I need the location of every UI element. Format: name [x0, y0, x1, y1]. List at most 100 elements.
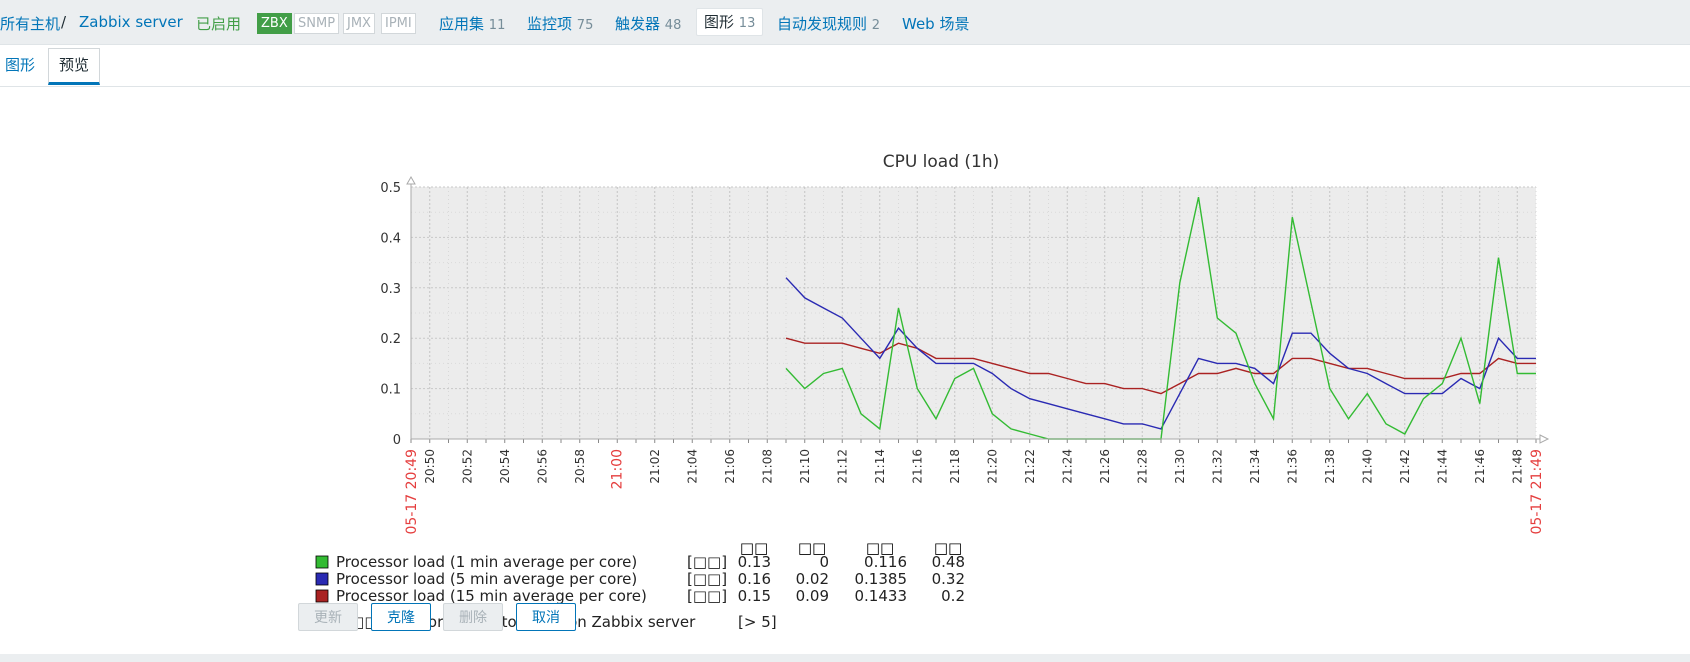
update-button[interactable]: 更新 — [298, 603, 358, 631]
x-tick-label: 21:36 — [1285, 449, 1299, 484]
tab-preview[interactable]: 预览 — [48, 48, 101, 85]
legend-name-2: Processor load (5 min average per core) — [336, 570, 637, 588]
nav-discovery-rules[interactable]: 自动发现规则 2 — [777, 13, 880, 34]
x-tick-label: 21:28 — [1135, 449, 1149, 484]
y-axis-ticks: 0 0.1 0.2 0.3 0.4 0.5 — [380, 181, 401, 448]
trigger-threshold: [> 5] — [738, 613, 777, 631]
legend-name-3: Processor load (15 min average per core) — [336, 587, 647, 605]
breadcrumb-host[interactable]: Zabbix server — [79, 13, 183, 31]
x-tick-label: 21:40 — [1360, 449, 1374, 484]
legend-min-1: 0 — [819, 553, 829, 571]
legend-swatch-3 — [315, 589, 329, 603]
legend-min-3: 0.09 — [796, 587, 829, 605]
y-tick-label: 0.2 — [380, 332, 401, 347]
y-tick-label: 0.5 — [380, 181, 401, 196]
x-tick-label: 21:30 — [1173, 449, 1187, 484]
nav-items[interactable]: 监控项 75 — [527, 13, 593, 34]
nav-graphs-label: 图形 — [704, 13, 735, 31]
nav-items-label[interactable]: 监控项 — [527, 15, 573, 33]
breadcrumb-all-hosts[interactable]: 所有主机 — [0, 13, 60, 34]
nav-triggers-count: 48 — [664, 18, 682, 33]
legend: □□ □□ □□ □□ Processor load (1 min averag… — [315, 539, 965, 631]
x-range-label: 05-17 20:49 — [404, 449, 420, 534]
legend-func-3: [□□] — [687, 587, 727, 605]
x-tick-label: 21:32 — [1210, 449, 1224, 484]
nav-applications-label[interactable]: 应用集 — [439, 15, 485, 33]
x-tick-label: 21:12 — [835, 449, 849, 484]
x-tick-label: 21:22 — [1023, 449, 1037, 484]
cpu-load-chart: CPU load (1h) 0 0.1 0.2 0.3 0.4 0.5 20:50 20:5… — [315, 152, 1550, 631]
x-tick-label: 20:54 — [498, 449, 512, 484]
nav-graphs[interactable]: 图形 13 — [696, 8, 764, 36]
legend-swatch-1 — [315, 555, 329, 569]
x-tick-label: 21:44 — [1435, 449, 1449, 484]
legend-last-2: 0.16 — [738, 570, 771, 588]
x-tick-label: 21:10 — [798, 449, 812, 484]
zbx-badge: ZBX — [257, 13, 292, 34]
host-status[interactable]: 已启用 — [196, 15, 242, 33]
nav-web-scenarios[interactable]: Web 场景 — [902, 13, 969, 34]
x-tick-label: 21:04 — [685, 449, 699, 484]
legend-header-avg: □□ — [866, 539, 894, 557]
footer — [0, 654, 1690, 662]
x-tick-label: 21:18 — [948, 449, 962, 484]
x-tick-label: 21:14 — [873, 449, 887, 484]
series-line-1 — [785, 196, 1536, 440]
legend-min-2: 0.02 — [796, 570, 829, 588]
y-tick-label: 0.1 — [380, 383, 401, 398]
legend-swatch-2 — [315, 572, 329, 586]
legend-avg-1: 0.116 — [864, 553, 907, 571]
x-tick-label: 21:26 — [1098, 449, 1112, 484]
snmp-badge: SNMP — [294, 13, 340, 34]
nav-applications-count: 11 — [488, 18, 506, 33]
legend-name-1: Processor load (1 min average per core) — [336, 553, 637, 571]
legend-header-min: □□ — [798, 539, 826, 557]
x-range-label: 05-17 21:49 — [1529, 449, 1545, 534]
y-axis-arrow — [406, 175, 416, 185]
legend-last-1: 0.13 — [738, 553, 771, 571]
x-tick-label: 21:20 — [985, 449, 999, 484]
series-line-3 — [785, 337, 1536, 395]
x-tick-label: 21:38 — [1323, 449, 1337, 484]
jmx-badge: JMX — [343, 13, 375, 34]
delete-button[interactable]: 删除 — [443, 603, 503, 631]
cancel-button[interactable]: 取消 — [516, 603, 576, 631]
x-tick-label: 20:58 — [573, 449, 587, 484]
y-tick-label: 0.3 — [380, 282, 401, 297]
x-tick-label: 20:50 — [423, 449, 437, 484]
x-tick-label: 21:46 — [1473, 449, 1487, 484]
series-line-2 — [785, 277, 1536, 430]
series-lines — [785, 196, 1536, 440]
legend-func-1: [□□] — [687, 553, 727, 571]
x-tick-label: 21:16 — [910, 449, 924, 484]
x-tick-label: 20:56 — [535, 449, 549, 484]
breadcrumb-separator: / — [61, 13, 67, 31]
legend-max-1: 0.48 — [932, 553, 965, 571]
x-axis-ticks: 20:50 20:52 20:54 20:56 20:58 21:00 21:02 21:04… — [404, 439, 1545, 534]
nav-triggers-label[interactable]: 触发器 — [615, 15, 661, 33]
host-link[interactable]: Zabbix server — [79, 13, 183, 31]
nav-web-label[interactable]: Web 场景 — [902, 15, 970, 33]
nav-discovery-count: 2 — [871, 18, 881, 33]
x-tick-label: 21:48 — [1510, 449, 1524, 484]
chart-title: CPU load (1h) — [883, 152, 1000, 172]
nav-applications[interactable]: 应用集 11 — [439, 13, 505, 34]
x-tick-label: 21:34 — [1248, 449, 1262, 484]
all-hosts-link[interactable]: 所有主机 — [0, 15, 61, 33]
x-tick-label: 20:52 — [460, 449, 474, 484]
x-tick-label: 21:42 — [1398, 449, 1412, 484]
legend-max-2: 0.32 — [932, 570, 965, 588]
host-navigation: 所有主机 / Zabbix server 已启用 ZBX SNMP JMX IP… — [0, 0, 1690, 44]
nav-triggers[interactable]: 触发器 48 — [615, 13, 681, 34]
legend-last-3: 0.15 — [738, 587, 771, 605]
clone-button[interactable]: 克隆 — [371, 603, 431, 631]
plot-area — [411, 187, 1536, 439]
x-tick-label: 21:02 — [648, 449, 662, 484]
tab-graph[interactable]: 图形 — [5, 56, 36, 74]
x-tick-label: 21:08 — [760, 449, 774, 484]
legend-max-3: 0.2 — [941, 587, 965, 605]
y-tick-label: 0.4 — [380, 231, 401, 246]
legend-func-2: [□□] — [687, 570, 727, 588]
nav-discovery-label[interactable]: 自动发现规则 — [777, 15, 868, 33]
x-tick-label: 21:06 — [723, 449, 737, 484]
